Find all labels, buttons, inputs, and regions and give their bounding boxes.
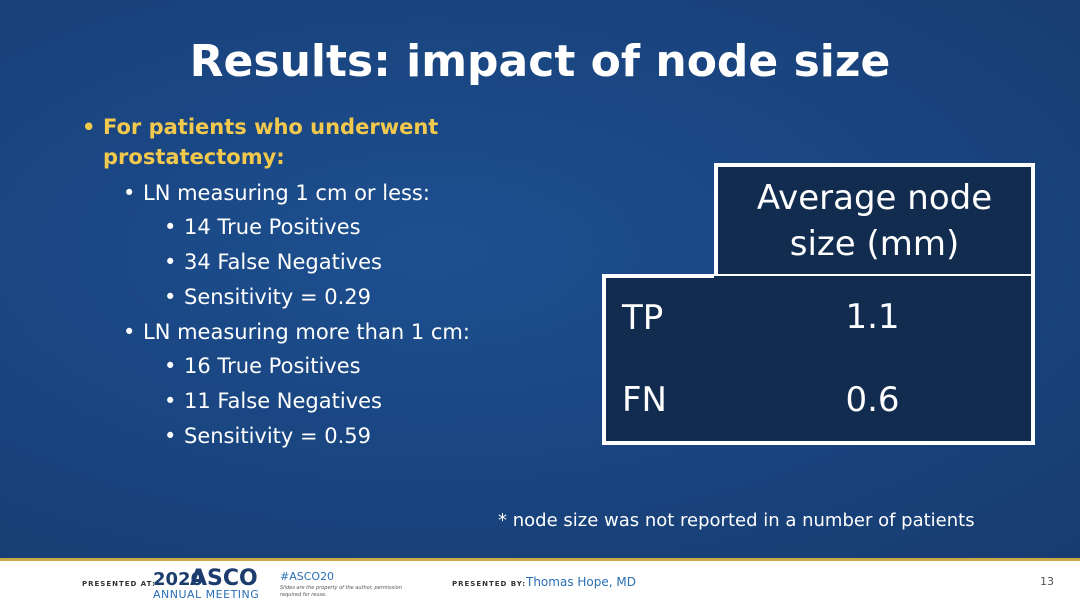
asco-logo-year: 2020 (153, 569, 204, 590)
page-number: 13 (1040, 575, 1054, 588)
table-cell-tp-value: 1.1 (714, 274, 1035, 360)
bullet-item-text: Sensitivity = 0.59 (184, 424, 372, 448)
footnote: * node size was not reported in a number… (498, 510, 975, 531)
bullet-dot-icon: • (164, 424, 177, 448)
bullet-group-2-label: LN measuring more than 1 cm: (143, 320, 470, 344)
bullet-main: • For patients who underwent prostatecto… (82, 112, 463, 172)
bullet-item-text: Sensitivity = 0.29 (184, 285, 372, 309)
bullet-dot-icon: • (164, 285, 177, 309)
bullet-item: • 34 False Negatives (82, 245, 602, 280)
bullet-dot-icon: • (164, 389, 177, 413)
bullet-main-text: For patients who underwent prostatectomy… (103, 115, 439, 169)
bullet-item: • Sensitivity = 0.59 (82, 419, 602, 454)
bullet-dot-icon: • (164, 250, 177, 274)
bullet-item: • 11 False Negatives (82, 384, 602, 419)
slide: Results: impact of node size • For patie… (0, 0, 1080, 558)
node-size-table: Average node size (mm) TP 1.1 FN 0.6 (602, 163, 1035, 445)
bullet-dot-icon: • (164, 215, 177, 239)
table-row-label-fn: FN (602, 358, 716, 445)
hashtag: #ASCO20 (280, 570, 335, 583)
bullet-group-1-label: LN measuring 1 cm or less: (143, 181, 430, 205)
table-header-cell: Average node size (mm) (714, 163, 1035, 276)
disclaimer: Slides are the property of the author, p… (280, 585, 402, 598)
presenter-name: Thomas Hope, MD (526, 575, 636, 589)
bullet-item-text: 11 False Negatives (184, 389, 382, 413)
footer-divider (0, 558, 1080, 561)
footer-bar: PRESENTED AT: 2020 ASCO ANNUAL MEETING #… (0, 561, 1080, 608)
bullet-dot-icon: • (164, 354, 177, 378)
bullet-group-1: • LN measuring 1 cm or less: (82, 176, 602, 210)
presented-by-label: PRESENTED BY: (452, 580, 527, 588)
bullet-item: • Sensitivity = 0.29 (82, 280, 602, 315)
bullet-item-text: 14 True Positives (184, 215, 361, 239)
bullet-list: • For patients who underwent prostatecto… (82, 112, 602, 454)
bullet-dot-icon: • (123, 181, 136, 205)
asco-logo-meeting: ANNUAL MEETING (153, 588, 260, 601)
bullet-item: • 14 True Positives (82, 210, 602, 245)
asco-logo-name: ASCO (190, 566, 258, 591)
bullet-item-text: 16 True Positives (184, 354, 361, 378)
bullet-item-text: 34 False Negatives (184, 250, 382, 274)
bullet-dot-icon: • (82, 115, 96, 139)
bullet-item: • 16 True Positives (82, 349, 602, 384)
table-cell-fn-value: 0.6 (714, 358, 1035, 445)
table-row-label-tp: TP (602, 274, 716, 360)
bullet-group-2: • LN measuring more than 1 cm: (82, 315, 602, 349)
bullet-dot-icon: • (123, 320, 136, 344)
slide-title: Results: impact of node size (189, 36, 891, 87)
presented-at-label: PRESENTED AT: (82, 580, 156, 588)
